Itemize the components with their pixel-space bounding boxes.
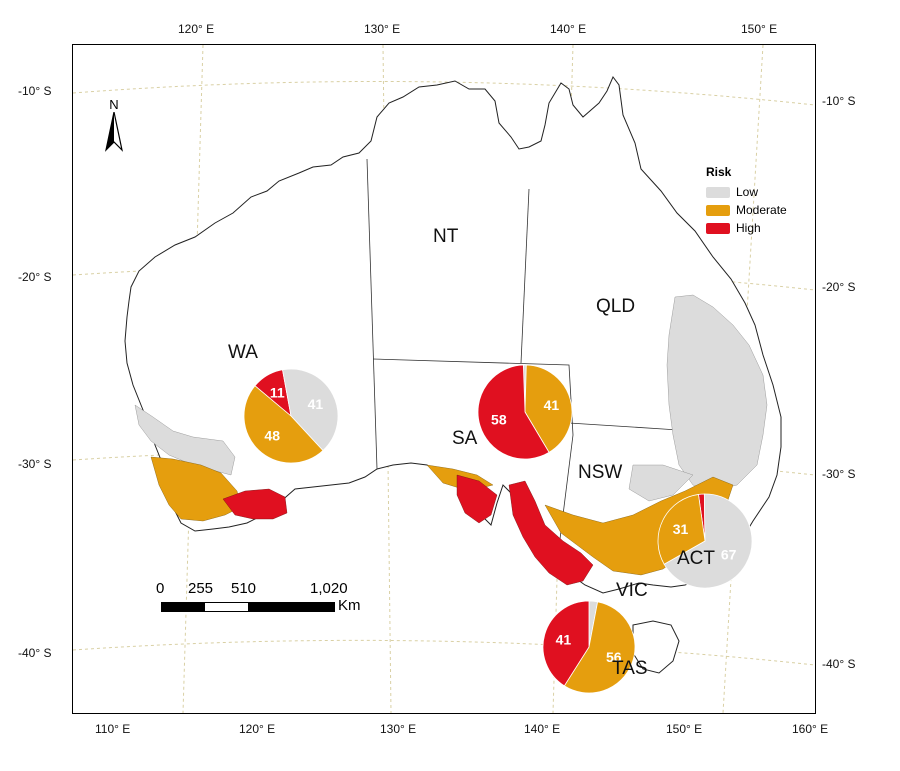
scale-label-510: 510: [231, 580, 257, 597]
legend-swatch-moderate: [706, 204, 730, 216]
scale-seg-1: [162, 603, 205, 611]
lon-bottom-140: 140° E: [524, 722, 561, 736]
scale-label-0: 0: [156, 580, 165, 597]
scale-bar-graphic: [161, 602, 335, 612]
pie-slice-low: [282, 368, 339, 452]
state-label-sa: SA: [452, 428, 478, 449]
legend: Risk Low Moderate High: [706, 165, 796, 237]
pie-slice-high: [477, 364, 550, 460]
pie-value-label: 48: [264, 428, 280, 444]
pie-value-label: 11: [270, 384, 285, 400]
australia-mainland: [124, 76, 782, 594]
low-risk-regions: [134, 294, 768, 502]
high-risk-regions: [222, 474, 594, 586]
legend-label-moderate: Moderate: [736, 203, 787, 217]
legend-item-high: High: [706, 219, 796, 237]
scale-seg-3: [248, 603, 334, 611]
pie-vic: 56 41: [542, 600, 636, 694]
scale-label-1020: 1,020: [310, 580, 348, 597]
pie-value-label: 41: [544, 397, 560, 413]
lat-right-10: -10° S: [822, 94, 856, 108]
north-arrow: N: [104, 97, 124, 157]
lon-bottom-120: 120° E: [239, 722, 276, 736]
lat-left-20: -20° S: [18, 270, 52, 284]
state-label-nsw: NSW: [578, 462, 623, 483]
legend-swatch-high: [706, 222, 730, 234]
legend-swatch-low: [706, 186, 730, 198]
pie-value-label: 58: [491, 412, 507, 428]
pie-value-label: 41: [308, 396, 324, 412]
pie-slice-moderate: [524, 364, 573, 453]
pie-value-label: 67: [721, 547, 737, 563]
pie-nswact: 67 31: [657, 493, 753, 589]
scale-label-255: 255: [188, 580, 214, 597]
lat-left-30: -30° S: [18, 457, 52, 471]
north-label: N: [109, 97, 119, 112]
state-label-wa: WA: [228, 342, 258, 363]
lat-right-20: -20° S: [822, 280, 856, 294]
lon-bottom-160: 160° E: [792, 722, 829, 736]
lon-top-140: 140° E: [550, 22, 587, 36]
pie-value-label: 56: [606, 649, 622, 665]
north-arrow-icon: [104, 111, 124, 152]
state-label-tas: TAS: [612, 658, 648, 679]
lon-bottom-150: 150° E: [666, 722, 703, 736]
legend-label-high: High: [736, 221, 761, 235]
scale-seg-2: [205, 603, 248, 611]
map-frame: 11 41 48 41 58 67 31 56 41: [72, 44, 816, 714]
state-label-qld: QLD: [596, 296, 636, 317]
lon-top-150: 150° E: [741, 22, 778, 36]
lon-top-120: 120° E: [178, 22, 215, 36]
pie-slice-high: [542, 600, 590, 687]
pie-sa: 41 58: [477, 364, 573, 460]
lon-bottom-130: 130° E: [380, 722, 417, 736]
state-label-vic: VIC: [616, 580, 648, 601]
lon-bottom-110: 110° E: [95, 722, 131, 736]
lon-top-130: 130° E: [364, 22, 401, 36]
pie-slice-low: [663, 493, 753, 589]
pie-value-label: 41: [556, 632, 572, 648]
state-borders: [366, 158, 754, 564]
scale-unit: Km: [338, 597, 361, 614]
tasmania: [632, 620, 680, 674]
pie-wa: 11 41 48: [243, 368, 339, 464]
state-label-nt: NT: [433, 226, 459, 247]
legend-title: Risk: [706, 165, 732, 179]
pie-layer: 11 41 48 41 58 67 31 56 41: [243, 364, 753, 694]
lat-left-10: -10° S: [18, 84, 52, 98]
lat-right-40: -40° S: [822, 657, 856, 671]
legend-label-low: Low: [736, 185, 759, 199]
pie-slice-moderate: [657, 494, 706, 565]
pie-slice-moderate: [243, 385, 324, 464]
state-label-act: ACT: [677, 548, 715, 569]
pie-slice-moderate: [563, 601, 636, 694]
map-canvas: [73, 45, 815, 713]
legend-item-low: Low: [706, 183, 796, 201]
lat-right-30: -30° S: [822, 467, 856, 481]
legend-item-moderate: Moderate: [706, 201, 796, 219]
lat-left-40: -40° S: [18, 646, 52, 660]
pie-value-label: 31: [673, 521, 689, 537]
